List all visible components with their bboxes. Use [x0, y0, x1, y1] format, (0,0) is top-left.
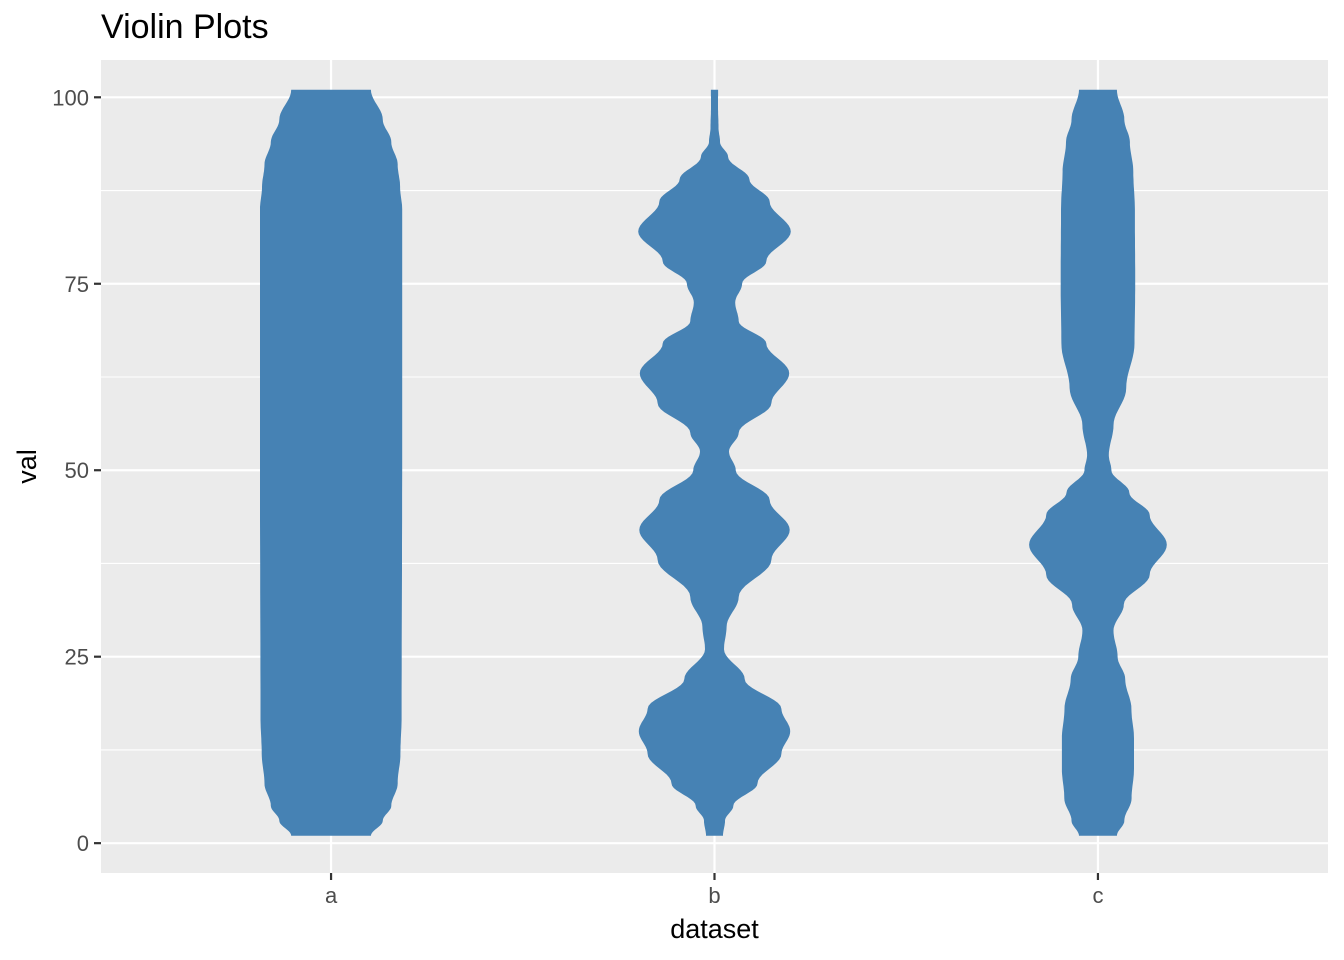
y-tick-label: 75 [65, 272, 89, 297]
violin-b [638, 89, 791, 836]
y-tick-label: 100 [52, 85, 89, 110]
x-tick-label: a [325, 883, 338, 908]
x-axis-title: dataset [670, 914, 759, 944]
violin-a [260, 89, 403, 836]
x-tick-label: b [708, 883, 720, 908]
chart-title: Violin Plots [101, 8, 269, 46]
y-tick-label: 25 [65, 645, 89, 670]
x-axis: a b c [325, 873, 1103, 908]
x-tick-label: c [1092, 883, 1103, 908]
violins [260, 89, 1167, 836]
y-axis: 0 25 50 75 100 [52, 85, 101, 856]
y-tick-label: 0 [77, 831, 89, 856]
violin-c [1029, 89, 1167, 836]
y-tick-label: 50 [65, 458, 89, 483]
y-axis-title: val [12, 449, 42, 484]
